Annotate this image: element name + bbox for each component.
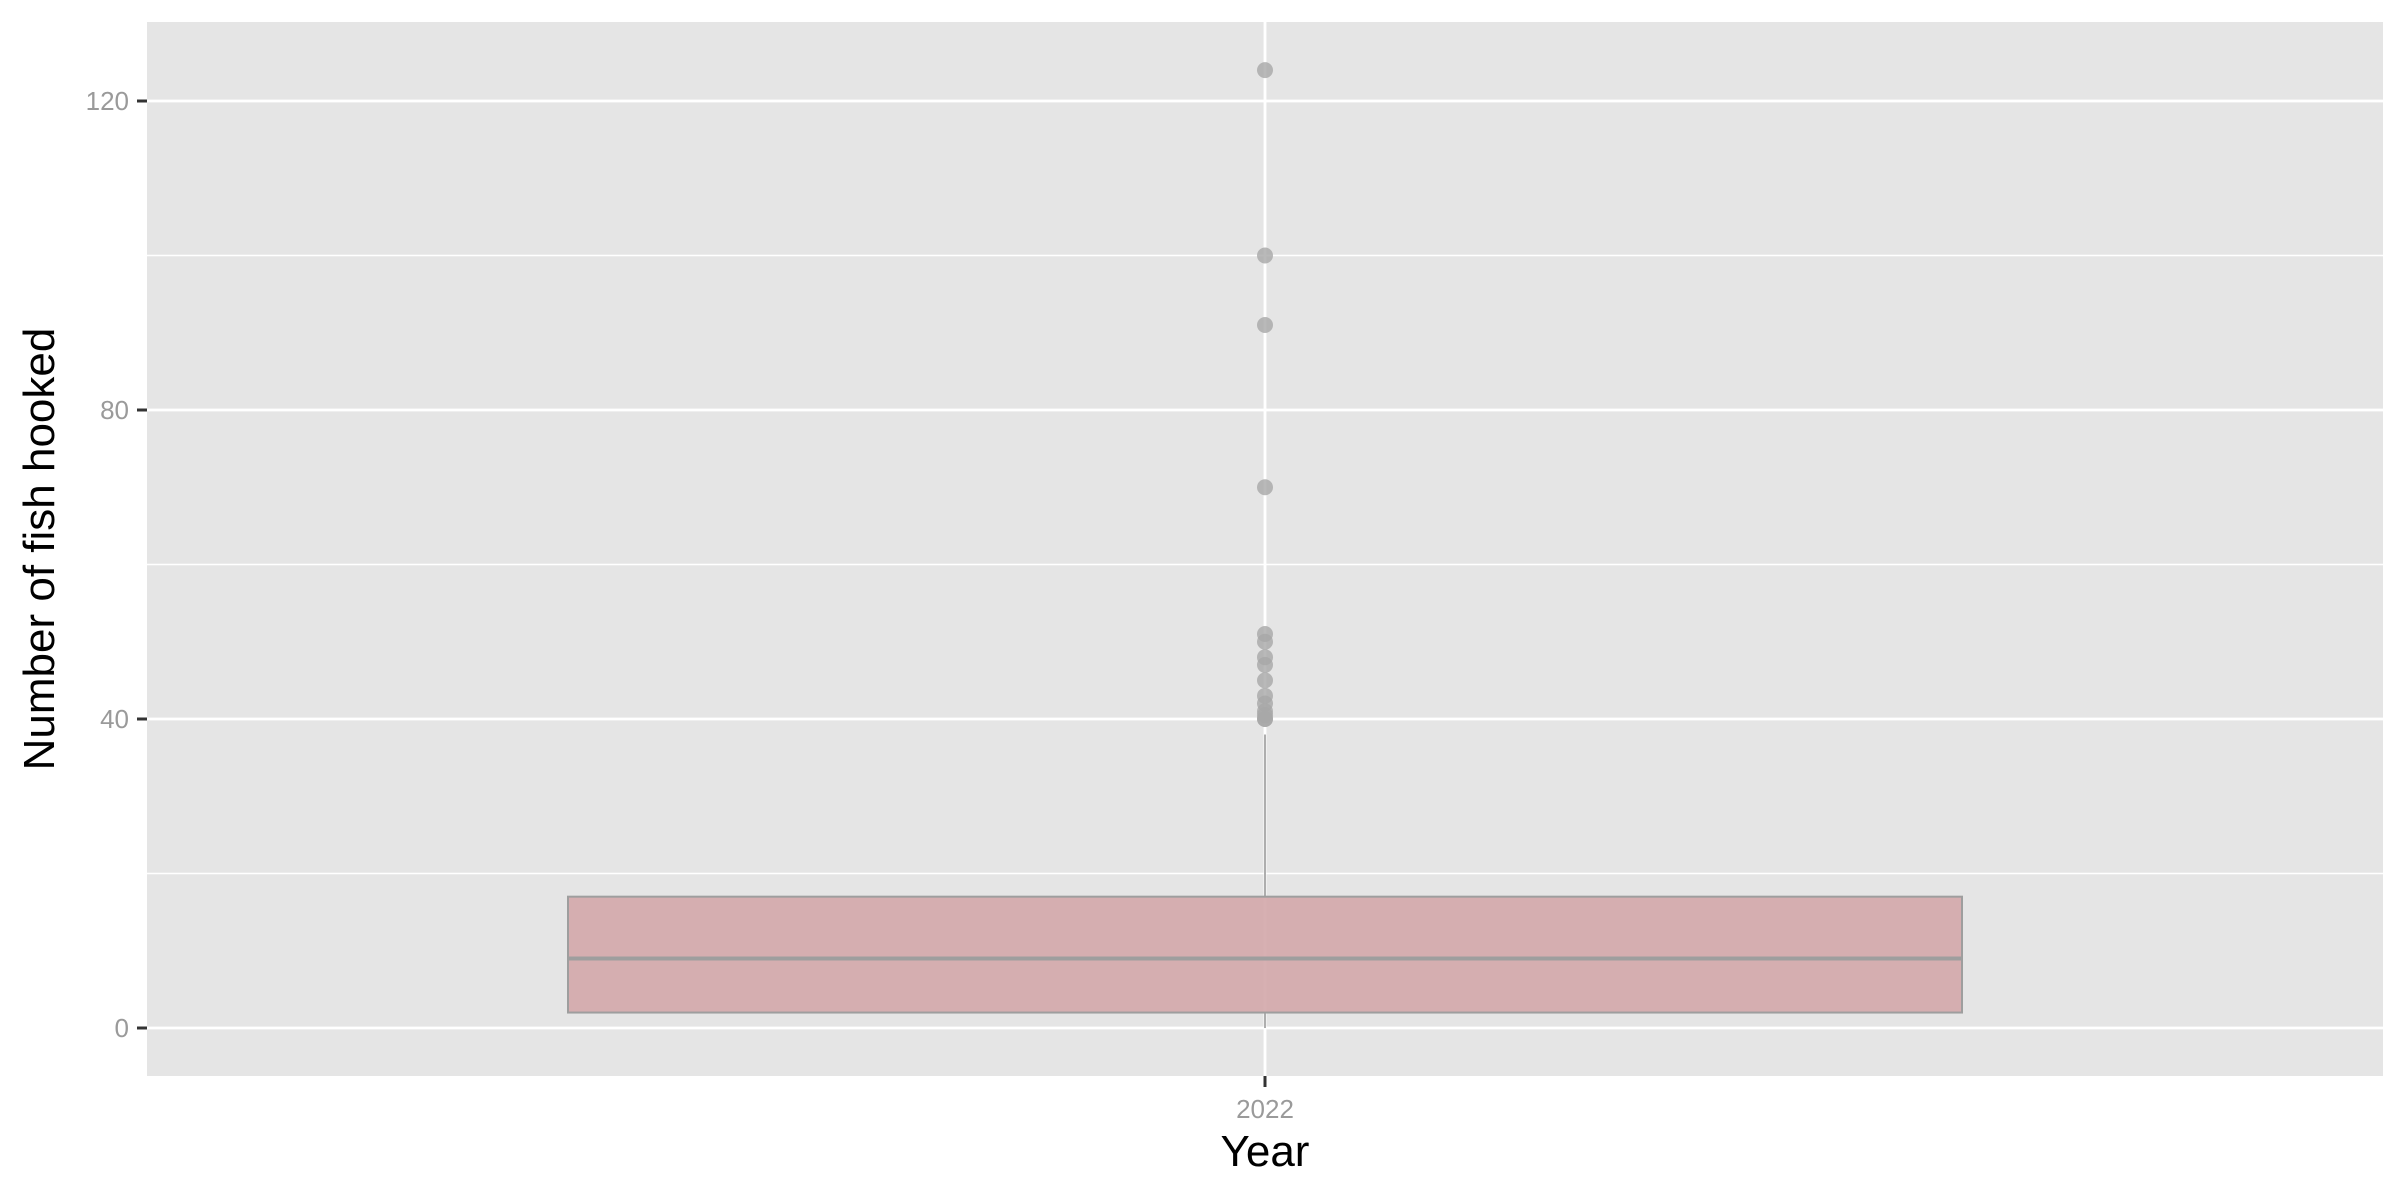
outlier-point bbox=[1257, 626, 1273, 643]
outlier-point bbox=[1257, 317, 1273, 334]
outlier-point bbox=[1257, 479, 1273, 496]
y-tick-label: 80 bbox=[100, 395, 129, 425]
outlier-point bbox=[1257, 62, 1273, 79]
y-axis-title: Number of fish hooked bbox=[15, 328, 64, 771]
boxes bbox=[567, 62, 1963, 1028]
y-tick-label: 0 bbox=[115, 1013, 129, 1043]
outlier-point bbox=[1257, 649, 1273, 666]
outlier-point bbox=[1257, 247, 1273, 264]
y-tick-label: 120 bbox=[86, 86, 129, 116]
box-iqr bbox=[567, 895, 1963, 1014]
x-axis-title: Year bbox=[1221, 1127, 1310, 1176]
y-axis: 0 40 80 120 bbox=[86, 86, 147, 1043]
y-tick-label: 40 bbox=[100, 704, 129, 734]
x-axis: 2022 bbox=[1236, 1076, 1294, 1124]
x-tick-label: 2022 bbox=[1236, 1094, 1294, 1124]
outlier-point bbox=[1257, 672, 1273, 689]
outlier-point bbox=[1257, 687, 1273, 704]
box-group bbox=[567, 62, 1963, 1028]
